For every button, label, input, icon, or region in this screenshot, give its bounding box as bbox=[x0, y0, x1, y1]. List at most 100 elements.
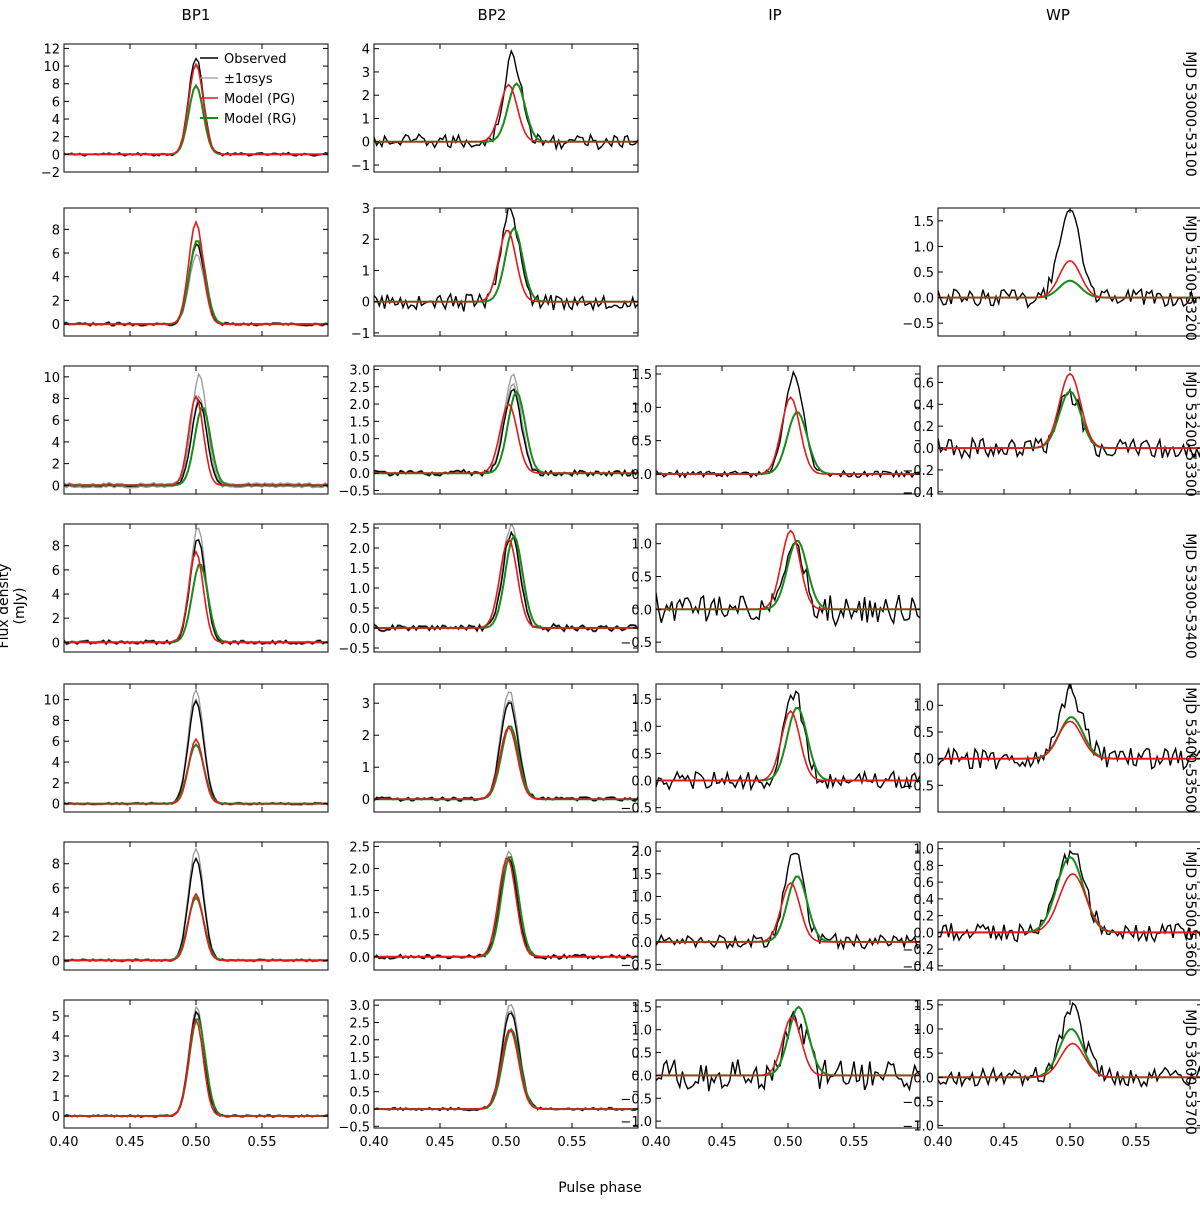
x-tick-label: 0.50 bbox=[774, 1135, 803, 1150]
sys-upper-line bbox=[64, 62, 328, 157]
observed-line bbox=[374, 208, 638, 312]
x-axis-label: Pulse phase bbox=[558, 1180, 642, 1196]
y-tick-label: 1.5 bbox=[913, 215, 934, 230]
y-tick-label: 0 bbox=[52, 798, 60, 813]
legend-label-3: Model (PG) bbox=[224, 92, 295, 107]
row-label-5: MJD 53400-53500 bbox=[1182, 687, 1198, 813]
y-tick-label: 1.5 bbox=[631, 693, 652, 708]
panel-frame bbox=[63, 841, 329, 971]
panel-24-lines bbox=[938, 1001, 1200, 1089]
y-tick-label: 1.5 bbox=[349, 885, 370, 900]
model-rg-line bbox=[656, 540, 920, 611]
model-pg-line bbox=[64, 892, 328, 962]
y-tick-label: 2.0 bbox=[349, 862, 370, 877]
panel-22-lines bbox=[374, 1003, 638, 1112]
y-tick-label: 0.0 bbox=[631, 468, 652, 483]
observed-line bbox=[64, 398, 328, 488]
y-tick-label: 0.0 bbox=[349, 1103, 370, 1118]
model-pg-line bbox=[64, 737, 328, 805]
sys-upper-line bbox=[374, 524, 638, 632]
panel-5: −0.5 0.0 0.5 1.0 1.5 bbox=[902, 207, 1200, 337]
model-rg-line bbox=[374, 226, 638, 303]
y-tick-label: 2.0 bbox=[631, 845, 652, 860]
y-tick-label: 1 bbox=[362, 112, 370, 127]
y-tick-label: 2 bbox=[52, 612, 60, 627]
y-tick-label: 2 bbox=[52, 458, 60, 473]
model-pg-line bbox=[374, 537, 638, 629]
model-pg-line bbox=[64, 220, 328, 325]
panel-frame bbox=[937, 999, 1200, 1129]
model-rg-line bbox=[656, 411, 920, 475]
panel-12-lines bbox=[656, 529, 920, 628]
y-tick-label: −0.5 bbox=[338, 642, 370, 657]
y-tick-label: 8 bbox=[52, 393, 60, 408]
y-tick-label: 0.0 bbox=[913, 442, 934, 457]
y-tick-label: 0.0 bbox=[349, 951, 370, 966]
observed-line bbox=[374, 48, 638, 152]
y-tick-label: 2 bbox=[52, 294, 60, 309]
y-tick-label: 8 bbox=[52, 540, 60, 555]
y-tick-label: 4 bbox=[52, 906, 60, 921]
panel-frame bbox=[373, 683, 639, 813]
observed-line bbox=[64, 538, 328, 646]
y-tick-label: 1.0 bbox=[349, 1068, 370, 1083]
row-label-6: MJD 53500-53600 bbox=[1182, 851, 1198, 977]
y-tick-label: −1 bbox=[351, 159, 370, 174]
y-tick-label: 0.4 bbox=[913, 398, 934, 413]
model-pg-line bbox=[938, 720, 1200, 760]
row-label-4: MJD 53300-53400 bbox=[1182, 533, 1198, 659]
x-tick-label: 0.55 bbox=[248, 1135, 277, 1150]
model-rg-line bbox=[64, 563, 328, 644]
panel-1: −2 0 2 4 6 8 10 12 Observed ±1σsys Model (PG) Model… bbox=[41, 42, 329, 181]
y-tick-label: 2 bbox=[52, 1070, 60, 1085]
y-tick-label: 1.5 bbox=[349, 415, 370, 430]
panel-frame bbox=[937, 207, 1200, 337]
x-tick-label: 0.55 bbox=[840, 1135, 869, 1150]
panel-frame bbox=[655, 523, 921, 653]
y-tick-label: 2.0 bbox=[349, 1034, 370, 1049]
sys-upper-line bbox=[64, 1005, 328, 1118]
y-tick-label: 4 bbox=[52, 1030, 60, 1045]
model-pg-line bbox=[938, 259, 1200, 299]
y-tick-label: 1.5 bbox=[349, 562, 370, 577]
y-tick-label: 1.0 bbox=[349, 907, 370, 922]
observed-line bbox=[64, 57, 328, 157]
y-tick-label: −0.5 bbox=[902, 1095, 934, 1110]
observed-line bbox=[64, 856, 328, 963]
y-tick-label: −1 bbox=[351, 327, 370, 342]
y-tick-label: 2 bbox=[52, 777, 60, 792]
x-tick-label: 0.55 bbox=[1122, 1135, 1151, 1150]
y-tick-label: 1.0 bbox=[631, 720, 652, 735]
model-pg-line bbox=[656, 529, 920, 611]
panel-4-lines bbox=[374, 208, 638, 312]
panel-7: −0.5 0.0 0.5 1.0 1.5 2.0 2.5 3.0 bbox=[338, 363, 639, 500]
panel-14-lines bbox=[374, 691, 638, 803]
y-tick-label: 2.5 bbox=[349, 522, 370, 537]
panel-9: −0.4 −0.2 0.0 0.2 0.4 0.6 bbox=[902, 365, 1200, 501]
y-tick-label: 1.0 bbox=[631, 1024, 652, 1039]
model-pg-line bbox=[374, 857, 638, 958]
observed-line bbox=[64, 1010, 328, 1118]
panel-frame bbox=[937, 365, 1200, 495]
y-tick-label: 0.5 bbox=[349, 602, 370, 617]
model-pg-line bbox=[656, 1016, 920, 1077]
panel-2-lines bbox=[374, 48, 638, 152]
panel-21: 0 1 2 3 4 5 0.40 0.45 0.50 0.55 bbox=[50, 999, 329, 1150]
observed-line bbox=[656, 370, 920, 479]
panel-22: −0.5 0.0 0.5 1.0 1.5 2.0 2.5 3.0 0.40 0.45 0.50 0.5… bbox=[338, 999, 639, 1150]
panel-2: −1 0 1 2 3 4 bbox=[351, 43, 639, 174]
model-pg-line bbox=[64, 1017, 328, 1117]
panel-6: 0 2 4 6 8 10 bbox=[43, 365, 329, 495]
y-tick-label: −0.5 bbox=[338, 1120, 370, 1135]
y-tick-label: 0 bbox=[52, 1110, 60, 1125]
y-tick-label: 0 bbox=[362, 296, 370, 311]
y-tick-label: 6 bbox=[52, 95, 60, 110]
row-label-1: MJD 53000-53100 bbox=[1182, 51, 1198, 177]
sys-upper-line bbox=[64, 372, 328, 486]
y-tick-label: 0 bbox=[362, 793, 370, 808]
model-pg-line bbox=[938, 872, 1200, 934]
y-tick-label: 0.6 bbox=[913, 876, 934, 891]
x-tick-label: 0.45 bbox=[116, 1135, 145, 1150]
panel-20: −0.4 −0.2 0.00.2 0.4 0.6 0.81.0 bbox=[902, 841, 1200, 975]
sys-lower-line bbox=[374, 700, 638, 803]
